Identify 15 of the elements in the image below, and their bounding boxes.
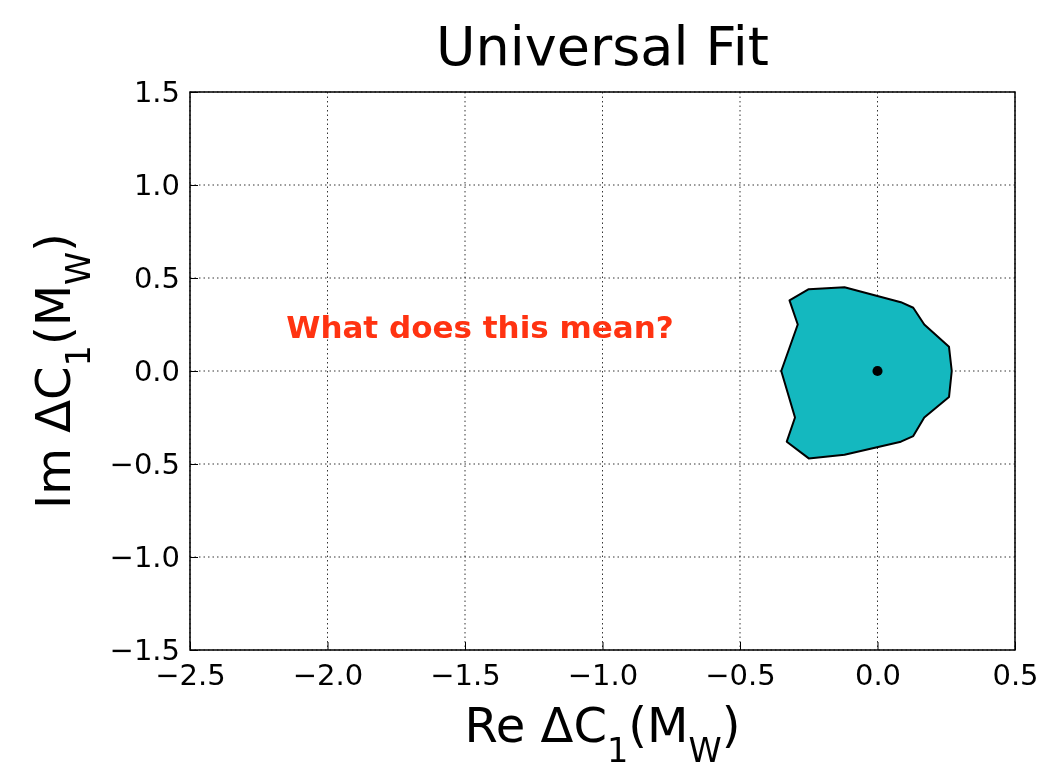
x-tick-label: −1.5: [430, 657, 501, 692]
y-tick-label: −1.0: [109, 539, 180, 574]
y-tick-label: 1.5: [133, 74, 180, 109]
x-tick-label: 0.0: [854, 657, 902, 692]
y-tick-label: 0.5: [133, 260, 180, 295]
chart-title: Universal Fit: [436, 15, 769, 78]
y-tick-label: −0.5: [109, 446, 180, 481]
x-tick-label: −1.0: [567, 657, 639, 692]
annotation: What does this mean?: [286, 309, 674, 345]
x-tick-label: 0.5: [992, 657, 1039, 692]
x-axis-title: Re ΔC$_{1}$(M$_{W}$): [464, 697, 741, 762]
y-tick-label: 1.0: [133, 167, 180, 202]
x-tick-label: −0.5: [705, 657, 776, 692]
y-tick-label: 0.0: [133, 353, 180, 388]
x-tick-label: −2.0: [292, 657, 364, 692]
